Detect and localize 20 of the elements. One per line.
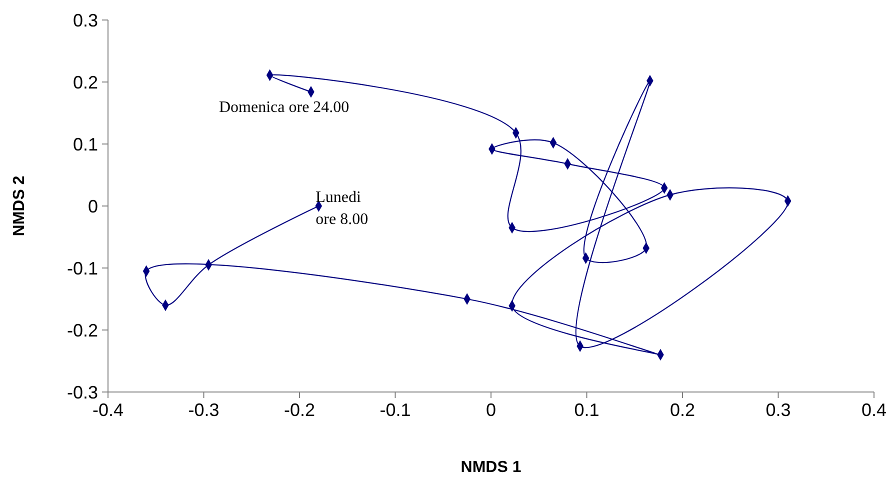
x-tick-label: -0.4 — [92, 400, 124, 420]
x-tick-label: -0.2 — [284, 400, 316, 420]
y-tick-label: -0.3 — [66, 382, 98, 402]
x-tick-label: 0.4 — [861, 400, 887, 420]
x-tick-label: 0.1 — [574, 400, 600, 420]
y-tick-label: 0.1 — [72, 134, 98, 154]
x-tick-label: 0.3 — [766, 400, 791, 420]
x-axis-title: NMDS 1 — [460, 459, 522, 476]
annotation: Lunedi ore 8.00 — [316, 189, 368, 228]
y-tick-label: -0.1 — [66, 258, 98, 278]
x-tick-label: -0.1 — [380, 400, 411, 420]
x-tick-label: 0 — [486, 400, 496, 420]
y-axis-title: NMDS 2 — [11, 176, 28, 236]
annotation: Domenica ore 24.00 — [218, 98, 350, 116]
y-tick-label: 0 — [88, 196, 98, 216]
y-tick-label: -0.2 — [66, 320, 98, 340]
y-tick-label: 0.2 — [72, 72, 98, 92]
x-tick-label: 0.2 — [670, 400, 696, 420]
y-tick-label: 0.3 — [72, 10, 98, 30]
x-tick-label: -0.3 — [188, 400, 220, 420]
